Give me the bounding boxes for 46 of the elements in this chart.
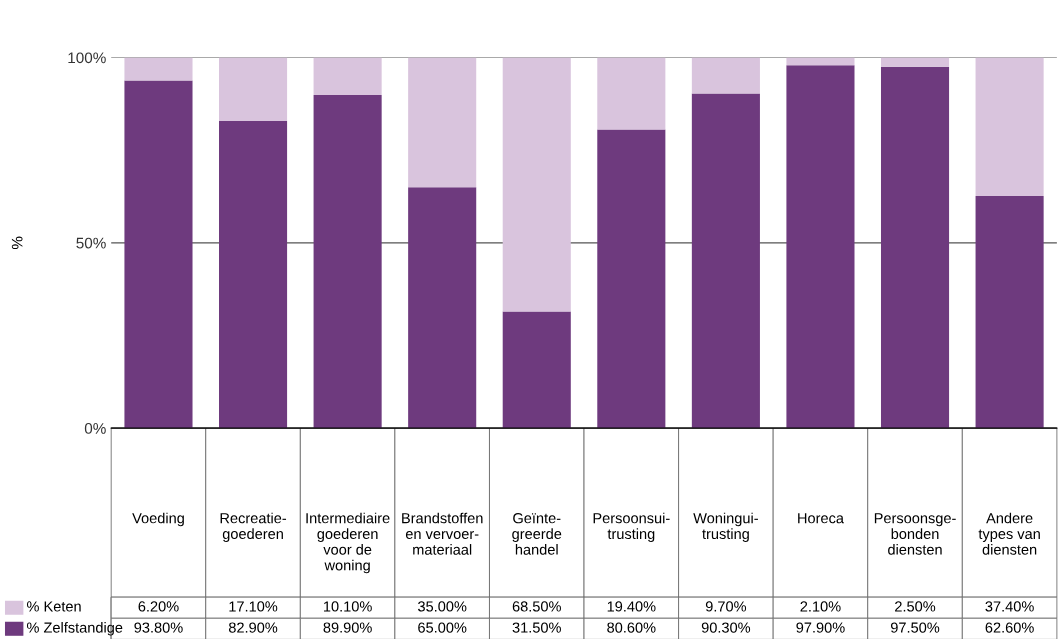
data-label: 80.60% [607,622,656,633]
bar [880,57,950,67]
bar [502,57,571,312]
x-tick-label: Persoonsge- bonden diensten [874,513,956,555]
data-label: 9.70% [705,601,747,612]
data-label: 93.80% [134,622,183,633]
x-tick-label: Intermediaire goederen voor de woning [306,512,390,574]
x-tick-label: Brandstoffen en vervoer- materiaal [402,512,483,555]
y-tick-label: 100% [68,52,106,64]
data-label: 62.60% [985,622,1034,633]
legend-label: % Zelfstandige [27,622,123,636]
x-tick-label: Persoonsui- trusting [593,512,670,542]
data-label: 31.50% [512,622,561,633]
y-axis-title: % [11,236,23,250]
bar [313,57,382,95]
data-label: 89.90% [323,622,372,633]
data-label: 90.30% [701,622,751,633]
data-label: 17.10% [229,601,278,612]
x-tick-label: Woningui- trusting [693,512,758,542]
x-tick-label: Geïnte- greerde handel [512,513,562,555]
bar [597,57,666,130]
bar [124,57,193,81]
data-label: 6.20% [138,601,179,612]
x-tick-label: Voeding [132,512,184,527]
y-tick-label: 50% [76,237,106,249]
data-label: 35.00% [418,601,467,612]
x-tick-label: Recreatie- goederen [220,512,287,542]
bar [691,57,760,94]
data-label: 68.50% [512,601,561,612]
data-label: 19.40% [607,601,656,612]
data-label: 2.50% [895,601,936,612]
data-label: 82.90% [228,622,278,633]
data-label: 10.10% [324,601,372,612]
data-label: 37.40% [985,601,1034,612]
data-label: 97.90% [796,622,845,633]
x-tick-label: Horeca [798,513,844,524]
bar [408,57,477,188]
data-label: 97.50% [890,622,940,633]
bar [975,57,1044,197]
bar [786,57,855,66]
bar [219,57,288,121]
y-tick-label: 0% [84,423,106,434]
legend-label: % Keten [27,601,81,612]
x-tick-label: Andere types van diensten [978,512,1040,555]
data-label: 2.10% [800,601,841,612]
data-label: 65.00% [418,622,467,633]
